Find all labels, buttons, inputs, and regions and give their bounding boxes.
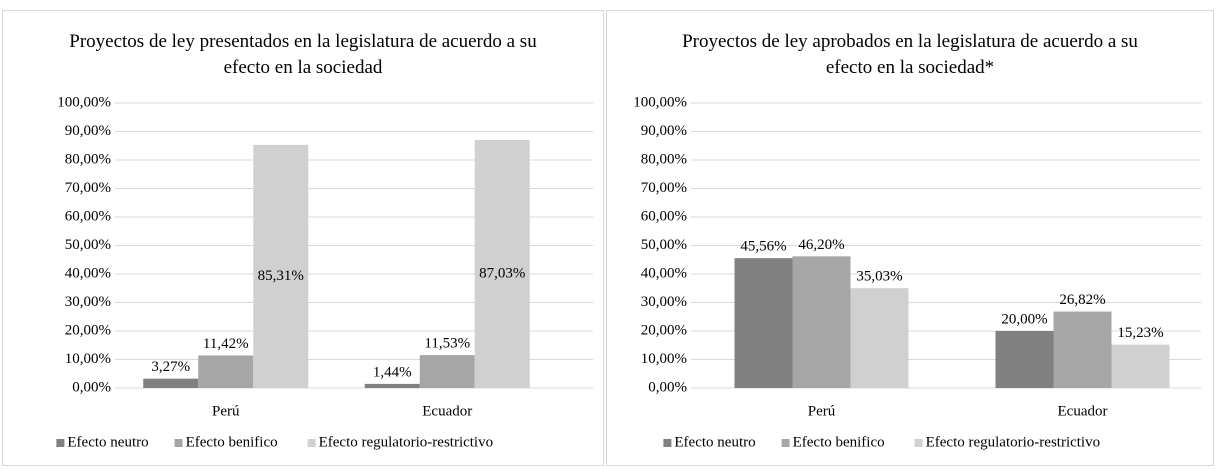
legend-swatch bbox=[307, 439, 316, 447]
chart: 0,00% 10,00% 20,00% 30,00% 40,00% 50,00% 60,00… bbox=[633, 94, 1201, 450]
data-label: 11,53% bbox=[424, 336, 470, 352]
data-label: 85,31% bbox=[258, 268, 304, 284]
data-label: 46,20% bbox=[798, 237, 844, 253]
bar bbox=[734, 258, 793, 388]
x-tick-label: Ecuador bbox=[422, 403, 472, 419]
bar bbox=[1111, 344, 1170, 388]
bar bbox=[1053, 311, 1112, 388]
y-tick-label: 50,00% bbox=[641, 237, 687, 253]
data-label: 15,23% bbox=[1117, 325, 1163, 341]
data-label: 87,03% bbox=[479, 265, 525, 281]
legend-label: Efecto regulatorio-restrictivo bbox=[319, 434, 494, 450]
data-label: 35,03% bbox=[856, 269, 902, 285]
chart-panel: Proyectos de ley aprobados en la legisla… bbox=[606, 10, 1214, 466]
y-tick-label: 10,00% bbox=[641, 351, 687, 367]
y-tick-label: 30,00% bbox=[641, 294, 687, 310]
x-tick-label: Perú bbox=[808, 403, 836, 419]
bar bbox=[198, 355, 254, 388]
bar bbox=[792, 256, 851, 388]
y-tick-label: 0,00% bbox=[72, 379, 111, 395]
bar bbox=[995, 331, 1054, 388]
y-tick-label: 60,00% bbox=[65, 208, 111, 224]
legend-label: Efecto benifico bbox=[186, 434, 278, 450]
y-tick-label: 80,00% bbox=[65, 151, 111, 167]
y-tick-label: 30,00% bbox=[65, 294, 111, 310]
y-tick-label: 50,00% bbox=[65, 237, 111, 253]
y-tick-label: 70,00% bbox=[65, 180, 111, 196]
y-tick-label: 70,00% bbox=[641, 180, 687, 196]
x-tick-label: Perú bbox=[212, 403, 240, 419]
chart-title: Proyectos de ley aprobados en la legisla… bbox=[682, 31, 1138, 78]
data-label: 1,44% bbox=[373, 364, 412, 380]
legend-label: Efecto neutro bbox=[674, 434, 755, 450]
y-tick-label: 20,00% bbox=[65, 322, 111, 338]
legend-label: Efecto neutro bbox=[67, 434, 148, 450]
y-tick-label: 10,00% bbox=[65, 351, 111, 367]
chart-title: Proyectos de ley presentados en la legis… bbox=[69, 31, 537, 78]
chart: 0,00% 10,00% 20,00% 30,00% 40,00% 50,00% 60,00… bbox=[56, 94, 593, 450]
legend-swatch bbox=[914, 439, 923, 447]
bar bbox=[474, 139, 530, 388]
legend-label: Efecto benifico bbox=[793, 434, 885, 450]
data-label: 11,42% bbox=[203, 336, 249, 352]
bar bbox=[253, 144, 309, 388]
legend-swatch bbox=[781, 439, 790, 447]
y-tick-label: 100,00% bbox=[633, 94, 687, 110]
data-label: 3,27% bbox=[151, 359, 190, 375]
y-tick-label: 40,00% bbox=[65, 265, 111, 281]
legend-swatch bbox=[174, 439, 183, 447]
y-tick-label: 60,00% bbox=[641, 208, 687, 224]
y-tick-label: 90,00% bbox=[641, 123, 687, 139]
legend-label: Efecto regulatorio-restrictivo bbox=[926, 434, 1101, 450]
y-tick-label: 0,00% bbox=[648, 379, 687, 395]
legend-swatch bbox=[663, 439, 672, 447]
y-tick-label: 40,00% bbox=[641, 265, 687, 281]
x-tick-label: Ecuador bbox=[1058, 403, 1108, 419]
bar bbox=[364, 383, 420, 388]
data-label: 26,82% bbox=[1059, 292, 1105, 308]
y-tick-label: 80,00% bbox=[641, 151, 687, 167]
bar bbox=[143, 378, 199, 388]
y-tick-label: 20,00% bbox=[641, 322, 687, 338]
chart-panel: Proyectos de ley presentados en la legis… bbox=[2, 10, 604, 466]
data-label: 20,00% bbox=[1001, 311, 1047, 327]
y-tick-label: 90,00% bbox=[65, 123, 111, 139]
bar bbox=[419, 355, 475, 388]
bar bbox=[850, 288, 909, 388]
legend-swatch bbox=[56, 439, 65, 447]
y-tick-label: 100,00% bbox=[57, 94, 111, 110]
data-label: 45,56% bbox=[740, 239, 786, 255]
